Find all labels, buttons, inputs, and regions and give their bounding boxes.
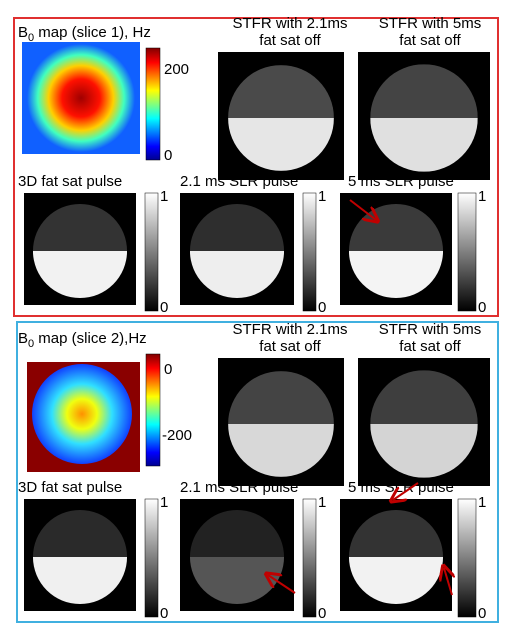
- image-title: STFR with 5ms: [379, 321, 482, 338]
- image-title: 3D fat sat pulse: [18, 173, 122, 190]
- colorbar-tick: 0: [478, 605, 486, 622]
- image-title: STFR with 2.1ms: [232, 321, 347, 338]
- image-title: 3D fat sat pulse: [18, 479, 122, 496]
- page: B0 map (slice 1), Hz2000STFR with 2.1msf…: [0, 0, 510, 628]
- figure: B0 map (slice 1), Hz2000STFR with 2.1msf…: [0, 0, 510, 628]
- colorbar: [145, 499, 158, 617]
- b0-title-main: B: [18, 330, 28, 347]
- colorbar-tick: 0: [164, 361, 172, 378]
- colorbar: [303, 193, 316, 311]
- colorbar-tick: 200: [164, 61, 189, 78]
- image-title: STFR with 5ms: [379, 15, 482, 32]
- colorbar: [146, 354, 160, 466]
- b0-disk: [27, 44, 135, 152]
- b0-title-rest: map (slice 2),Hz: [34, 330, 147, 347]
- colorbar-tick: 0: [318, 299, 326, 316]
- colorbar: [458, 193, 476, 311]
- image-title: fat sat off: [259, 338, 321, 355]
- colorbar-tick: 0: [160, 299, 168, 316]
- colorbar-tick: -200: [162, 427, 192, 444]
- b0-title-rest: map (slice 1), Hz: [34, 24, 151, 41]
- colorbar: [458, 499, 476, 617]
- image-title: fat sat off: [399, 338, 461, 355]
- colorbar-tick: 0: [478, 299, 486, 316]
- colorbar-tick: 1: [160, 494, 168, 511]
- colorbar-tick: 0: [164, 147, 172, 164]
- colorbar-tick: 1: [478, 188, 486, 205]
- colorbar-tick: 1: [478, 494, 486, 511]
- colorbar: [145, 193, 158, 311]
- colorbar: [146, 48, 160, 160]
- colorbar-tick: 1: [160, 188, 168, 205]
- colorbar: [303, 499, 316, 617]
- image-title: STFR with 2.1ms: [232, 15, 347, 32]
- image-title: 2.1 ms SLR pulse: [180, 479, 298, 496]
- colorbar-tick: 0: [160, 605, 168, 622]
- image-title: fat sat off: [259, 32, 321, 49]
- colorbar-tick: 0: [318, 605, 326, 622]
- b0-title-main: B: [18, 24, 28, 41]
- image-title: 2.1 ms SLR pulse: [180, 173, 298, 190]
- b0-title: B0 map (slice 1), Hz: [18, 24, 151, 44]
- colorbar-tick: 1: [318, 494, 326, 511]
- image-title: fat sat off: [399, 32, 461, 49]
- image-title: 5 ms SLR pulse: [348, 173, 454, 190]
- b0-title: B0 map (slice 2),Hz: [18, 330, 147, 350]
- colorbar-tick: 1: [318, 188, 326, 205]
- b0-disk: [32, 364, 132, 464]
